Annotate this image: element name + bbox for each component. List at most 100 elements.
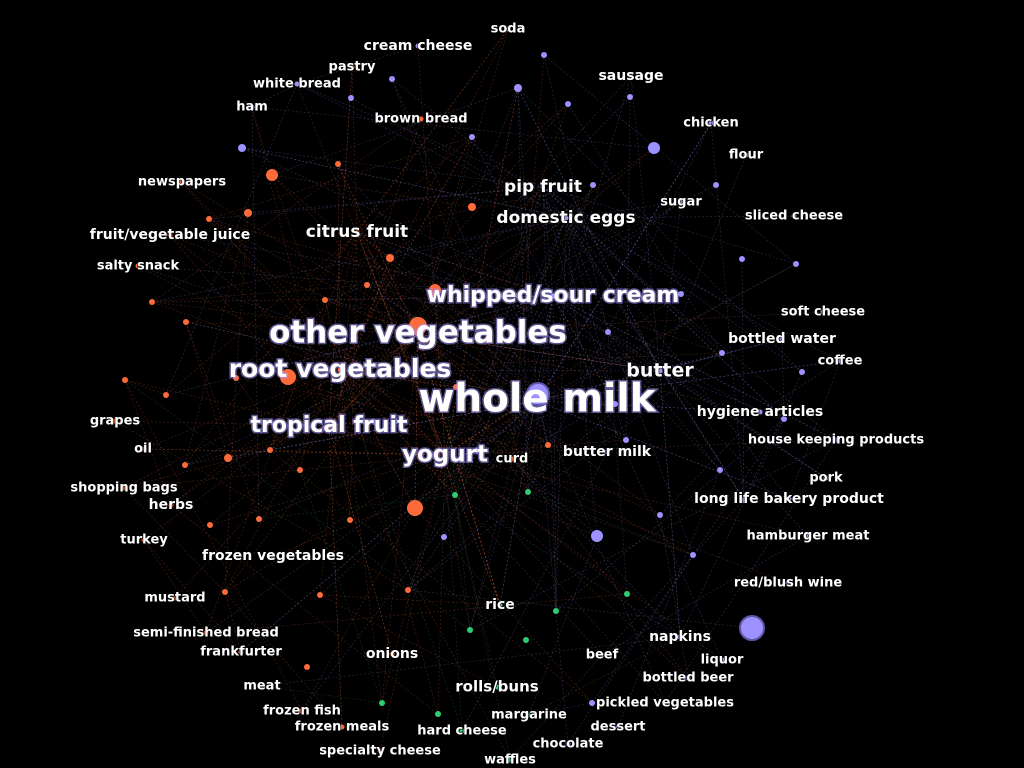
graph-node[interactable] — [405, 587, 411, 593]
node-label-white-bread[interactable]: white bread — [252, 76, 341, 92]
node-label-whipped-sour-cream[interactable]: whipped/sour cream — [425, 282, 681, 310]
node-label-meat[interactable]: meat — [243, 678, 282, 694]
node-label-beef[interactable]: beef — [585, 647, 619, 663]
graph-node[interactable] — [739, 615, 765, 641]
node-label-frozen-vegetables[interactable]: frozen vegetables — [201, 547, 344, 564]
graph-node[interactable] — [377, 748, 383, 754]
graph-node[interactable] — [565, 101, 571, 107]
node-label-hard-cheese[interactable]: hard cheese — [417, 723, 508, 739]
graph-node[interactable] — [505, 26, 511, 32]
graph-node[interactable] — [266, 169, 278, 181]
node-label-specialty-cheese[interactable]: specialty cheese — [319, 743, 442, 759]
graph-node[interactable] — [717, 467, 723, 473]
graph-node[interactable] — [540, 184, 546, 190]
node-label-salty-snack[interactable]: salty snack — [96, 258, 180, 274]
node-label-other-vegetables[interactable]: other vegetables — [268, 313, 569, 352]
graph-node[interactable] — [206, 216, 212, 222]
node-label-dessert[interactable]: dessert — [590, 719, 646, 735]
graph-node[interactable] — [678, 291, 684, 297]
graph-node[interactable] — [494, 684, 500, 690]
graph-node[interactable] — [163, 392, 169, 398]
node-label-frozen-fish[interactable]: frozen fish — [263, 703, 342, 719]
graph-node[interactable] — [441, 534, 447, 540]
node-label-newspapers[interactable]: newspapers — [137, 174, 227, 190]
graph-node[interactable] — [468, 203, 476, 211]
graph-node[interactable] — [497, 602, 503, 608]
graph-node[interactable] — [122, 377, 128, 383]
graph-node[interactable] — [259, 683, 265, 689]
graph-node[interactable] — [523, 637, 529, 643]
graph-node[interactable] — [739, 256, 745, 262]
graph-node[interactable] — [565, 741, 571, 747]
graph-node[interactable] — [347, 517, 353, 523]
graph-node[interactable] — [442, 452, 448, 458]
graph-node[interactable] — [823, 475, 829, 481]
graph-node[interactable] — [604, 449, 610, 455]
graph-node[interactable] — [550, 293, 556, 299]
graph-node[interactable] — [589, 700, 595, 706]
node-label-curd[interactable]: curd — [495, 451, 529, 467]
graph-node[interactable] — [135, 263, 141, 269]
graph-node[interactable] — [719, 350, 725, 356]
graph-node[interactable] — [657, 368, 663, 374]
graph-node[interactable] — [509, 456, 515, 462]
node-label-hygiene-articles[interactable]: hygiene articles — [696, 403, 824, 420]
node-label-turkey[interactable]: turkey — [120, 532, 169, 548]
graph-node[interactable] — [820, 309, 826, 315]
graph-node[interactable] — [222, 589, 228, 595]
graph-node[interactable] — [233, 375, 239, 381]
graph-node[interactable] — [786, 496, 792, 502]
node-label-long-life-bakery-product[interactable]: long life bakery product — [694, 490, 885, 507]
node-label-citrus-fruit[interactable]: citrus fruit — [305, 221, 409, 242]
node-label-coffee[interactable]: coffee — [817, 353, 863, 369]
graph-node[interactable] — [203, 630, 209, 636]
graph-node[interactable] — [677, 634, 683, 640]
node-label-flour[interactable]: flour — [728, 147, 764, 163]
graph-node[interactable] — [299, 708, 305, 714]
node-label-napkins[interactable]: napkins — [648, 628, 711, 645]
node-label-bottled-beer[interactable]: bottled beer — [642, 670, 735, 686]
graph-node[interactable] — [179, 179, 185, 185]
graph-node[interactable] — [837, 358, 843, 364]
graph-node[interactable] — [267, 447, 273, 453]
graph-node[interactable] — [599, 652, 605, 658]
graph-node[interactable] — [415, 43, 421, 49]
graph-node[interactable] — [238, 649, 244, 655]
graph-node[interactable] — [452, 492, 458, 498]
graph-node[interactable] — [429, 284, 441, 296]
node-label-onions[interactable]: onions — [365, 645, 419, 662]
graph-node[interactable] — [690, 552, 696, 558]
graph-node[interactable] — [389, 651, 395, 657]
node-label-house-keeping-products[interactable]: house keeping products — [747, 432, 925, 448]
node-label-ham[interactable]: ham — [236, 99, 269, 115]
graph-node[interactable] — [354, 229, 360, 235]
node-label-brown-bread[interactable]: brown bread — [374, 111, 468, 127]
graph-node[interactable] — [678, 199, 684, 205]
graph-node[interactable] — [386, 254, 394, 262]
node-label-red-blush-wine[interactable]: red/blush wine — [733, 575, 843, 591]
node-label-sliced-cheese[interactable]: sliced cheese — [744, 208, 844, 224]
graph-node[interactable] — [743, 152, 749, 158]
node-label-soft-cheese[interactable]: soft cheese — [780, 304, 866, 320]
graph-node[interactable] — [757, 409, 763, 415]
graph-node[interactable] — [270, 553, 276, 559]
node-label-tropical-fruit[interactable]: tropical fruit — [249, 412, 409, 440]
graph-node[interactable] — [168, 502, 174, 508]
graph-node[interactable] — [526, 382, 550, 406]
graph-node[interactable] — [337, 367, 343, 373]
node-label-chocolate[interactable]: chocolate — [532, 736, 604, 752]
node-label-soda[interactable]: soda — [490, 21, 526, 37]
graph-node[interactable] — [112, 418, 118, 424]
graph-node[interactable] — [534, 398, 540, 404]
graph-node[interactable] — [628, 73, 634, 79]
node-label-liquor[interactable]: liquor — [700, 652, 745, 668]
node-label-root-vegetables[interactable]: root vegetables — [227, 353, 453, 385]
graph-node[interactable] — [304, 664, 310, 670]
graph-node[interactable] — [541, 52, 547, 58]
graph-node[interactable] — [364, 282, 370, 288]
graph-node[interactable] — [335, 161, 341, 167]
graph-node[interactable] — [793, 261, 799, 267]
node-label-sausage[interactable]: sausage — [598, 67, 664, 84]
graph-node[interactable] — [249, 104, 255, 110]
graph-node[interactable] — [605, 329, 611, 335]
